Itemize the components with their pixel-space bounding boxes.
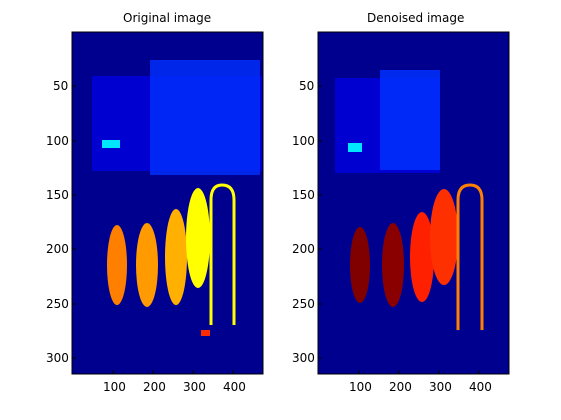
x-tick-label-400-denoised: 400 bbox=[469, 380, 492, 394]
blue-building-denoised bbox=[380, 70, 440, 170]
y-tick-label-300-original: 300 bbox=[46, 351, 69, 365]
red-speck-original bbox=[201, 330, 210, 336]
denoised-image-content bbox=[335, 70, 484, 330]
dark-red-blob-2-denoised bbox=[382, 223, 404, 307]
x-tick-label-100-denoised: 100 bbox=[349, 380, 372, 394]
blue-building-original bbox=[150, 60, 260, 175]
original-axes-frame bbox=[71, 31, 264, 375]
y-tick-label-150-original: 150 bbox=[46, 188, 69, 202]
original-image-content bbox=[92, 60, 262, 336]
x-tick-label-400-original: 400 bbox=[223, 380, 246, 394]
x-tick-label-300-original: 300 bbox=[183, 380, 206, 394]
red-blob-2-denoised bbox=[430, 189, 458, 285]
y-tick-label-50-original: 50 bbox=[53, 79, 69, 93]
y-tick-label-250-original: 250 bbox=[46, 297, 69, 311]
cyan-speck-original bbox=[102, 140, 120, 148]
x-tick-label-100-original: 100 bbox=[103, 380, 126, 394]
orange-blob-1-original bbox=[107, 225, 127, 305]
red-blob-1-denoised bbox=[410, 212, 434, 302]
y-tick-label-200-original: 200 bbox=[46, 242, 69, 256]
y-tick-label-200-denoised: 200 bbox=[292, 242, 315, 256]
dark-red-blob-1-denoised bbox=[350, 227, 370, 303]
orange-arch-denoised bbox=[456, 183, 484, 330]
x-tick-label-300-denoised: 300 bbox=[429, 380, 452, 394]
yellow-blob-original bbox=[186, 188, 210, 288]
y-tick-label-100-denoised: 100 bbox=[292, 134, 315, 148]
y-tick-label-250-denoised: 250 bbox=[292, 297, 315, 311]
y-tick-label-150-denoised: 150 bbox=[292, 188, 315, 202]
x-tick-label-200-original: 200 bbox=[143, 380, 166, 394]
y-tick-label-300-denoised: 300 bbox=[292, 351, 315, 365]
yellow-arch-original bbox=[209, 183, 236, 325]
orange-blob-2-original bbox=[136, 223, 158, 307]
panel-title-original: Original image bbox=[123, 11, 212, 25]
denoised-axes-frame bbox=[317, 31, 510, 375]
x-tick-label-200-denoised: 200 bbox=[389, 380, 412, 394]
y-tick-label-100-original: 100 bbox=[46, 134, 69, 148]
orange-blob-3-original bbox=[165, 209, 187, 305]
cyan-speck-denoised bbox=[348, 143, 362, 152]
original-tick-marks bbox=[72, 85, 234, 374]
panel-title-denoised: Denoised image bbox=[367, 11, 465, 25]
y-tick-label-50-denoised: 50 bbox=[299, 79, 315, 93]
denoised-tick-marks bbox=[318, 85, 480, 374]
